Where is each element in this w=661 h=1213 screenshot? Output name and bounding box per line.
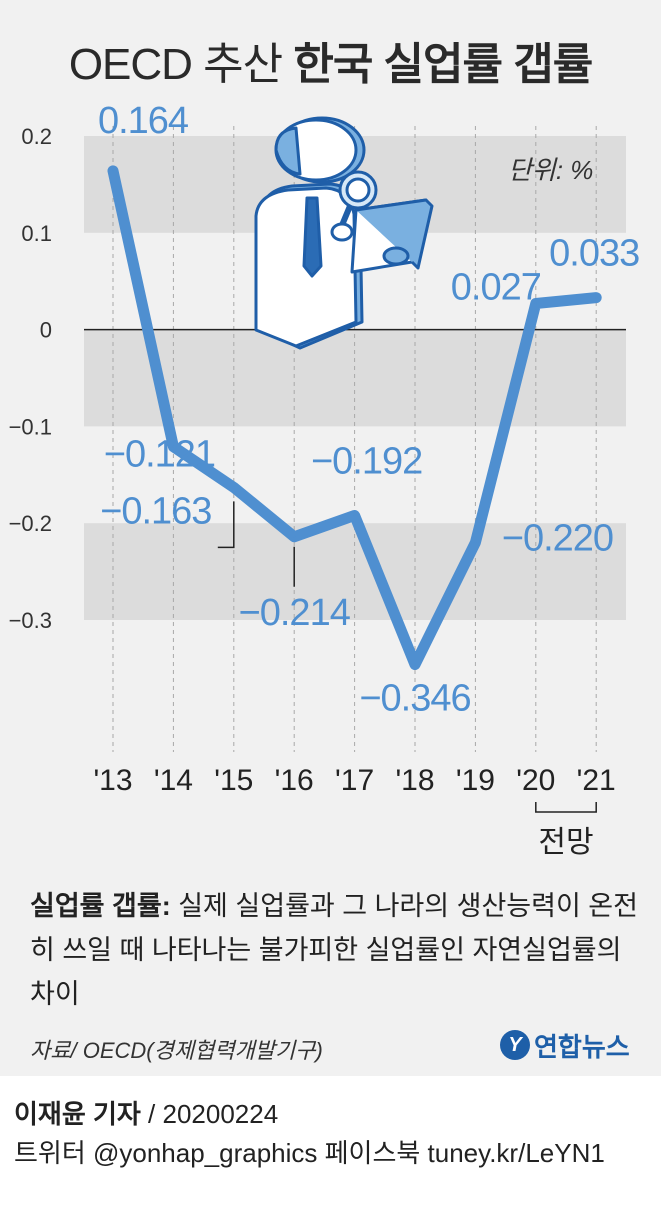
data-point — [172, 445, 175, 448]
logo-text: 연합뉴스 — [534, 1031, 630, 1062]
social-links: 트위터 @yonhap_graphics 페이스북 tuney.kr/LeYN1 — [14, 1138, 605, 1168]
analyst-illustration-icon — [254, 116, 434, 350]
reporter-credit: 이재윤 기자 / 20200224 — [14, 1094, 278, 1131]
x-tick-label: '21 — [577, 764, 616, 797]
data-label: −0.220 — [502, 518, 613, 560]
y-tick-label: 0.1 — [21, 221, 52, 246]
y-tick-label: −0.2 — [9, 511, 52, 536]
x-tick-label: '13 — [93, 764, 132, 797]
data-point — [474, 541, 477, 544]
label-leader-lines — [217, 501, 295, 587]
series-line-layer — [107, 165, 602, 671]
x-tick-label: '16 — [275, 764, 314, 797]
note-label: 실업률 갭률: — [30, 891, 171, 921]
data-point — [112, 169, 114, 172]
title-bold: 한국 실업률 갭률 — [293, 40, 593, 89]
x-tick-label: '19 — [456, 764, 495, 797]
x-tick-label: '18 — [395, 764, 434, 797]
forecast-bracket: 전망 — [535, 802, 597, 859]
data-label: −0.346 — [359, 678, 470, 720]
x-tick-label: '14 — [154, 764, 193, 797]
y-tick-label: −0.3 — [9, 608, 52, 633]
x-tick-label: '17 — [335, 764, 374, 797]
data-point — [232, 486, 235, 489]
data-label: −0.192 — [311, 440, 422, 482]
forecast-bracket-line — [535, 802, 597, 813]
y-tick-label: 0 — [40, 318, 52, 343]
data-point — [353, 514, 356, 517]
yonhap-logo-icon: Y — [500, 1030, 530, 1060]
data-point — [414, 663, 416, 666]
data-label: −0.163 — [100, 490, 211, 532]
data-point — [595, 296, 598, 299]
unit-label: 단위: % — [508, 155, 594, 185]
y-tick-label: 0.2 — [21, 124, 52, 149]
chart-title: OECD 추산 한국 실업률 갭률 — [0, 28, 661, 92]
line-chart: 0.20.10−0.1−0.2−0.3 '13'14'15'16'17'18'1… — [9, 100, 641, 859]
x-axis-tick-labels: '13 '14 '15 '16 '17 '18 '19 '20 '21 — [93, 764, 615, 797]
x-tick-label: '15 — [214, 764, 253, 797]
data-labels: 0.164 −0.121 −0.163 −0.214 −0.192 −0.346 −0.22… — [98, 100, 640, 720]
data-label: −0.121 — [104, 434, 215, 476]
reporter-name: 이재윤 기자 — [14, 1099, 141, 1129]
data-point — [293, 535, 296, 538]
note-text: 실제 실업률과 그 나라의 생산능력이 온전히 쓰일 때 나타나는 불가피한 실… — [30, 891, 638, 1009]
forecast-label: 전망 — [538, 826, 593, 859]
definition-note: 실업률 갭률: 실제 실업률과 그 나라의 생산능력이 온전히 쓰일 때 나타나… — [30, 884, 640, 1016]
band-2 — [84, 523, 626, 620]
title-light: OECD 추산 — [68, 40, 283, 89]
data-point — [534, 302, 537, 305]
y-tick-label: −0.1 — [9, 414, 52, 439]
data-label: 0.033 — [549, 233, 639, 275]
data-label: 0.027 — [451, 266, 541, 308]
data-label: 0.164 — [98, 100, 189, 142]
yonhap-logo: Y 연합뉴스 — [500, 1028, 630, 1062]
x-tick-label: '20 — [516, 764, 555, 797]
credit-date: / 20200224 — [140, 1099, 279, 1129]
source-text: 자료/ OECD(경제협력개발기구) — [30, 1038, 323, 1063]
leader-line-15 — [217, 501, 235, 549]
data-label: −0.214 — [239, 592, 351, 634]
y-axis-tick-labels: 0.2 0.1 0 −0.1 −0.2 −0.3 — [9, 124, 52, 633]
